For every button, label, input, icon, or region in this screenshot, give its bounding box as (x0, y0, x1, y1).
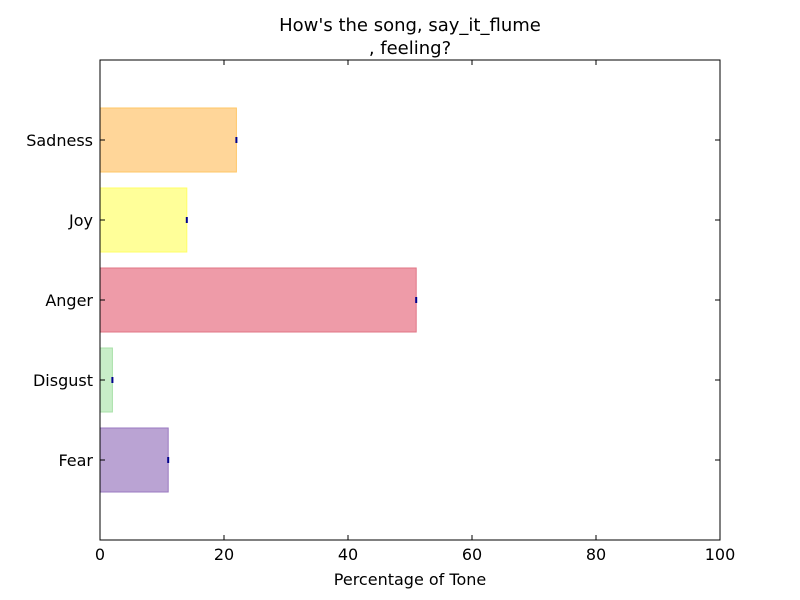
bars (99, 107, 418, 493)
x-tick-label-0: 0 (95, 545, 105, 564)
y-tick-label-disgust: Disgust (33, 371, 93, 390)
x-tick-label-60: 60 (462, 545, 482, 564)
x-tick-label-100: 100 (705, 545, 736, 564)
y-tick-label-joy: Joy (68, 211, 93, 230)
bar-joy (99, 187, 188, 253)
bar-sadness (99, 107, 237, 173)
x-tick-label-40: 40 (338, 545, 358, 564)
y-tick-label-fear: Fear (58, 451, 93, 470)
bar-fear (99, 427, 169, 493)
y-tick-label-sadness: Sadness (26, 131, 93, 150)
x-tick-label-20: 20 (214, 545, 234, 564)
chart-title-line-2: , feeling? (369, 38, 451, 59)
ticks: Sadness Joy Anger Disgust Fear 0 20 40 60 80 100 (26, 60, 735, 564)
x-tick-label-80: 80 (586, 545, 606, 564)
y-tick-label-anger: Anger (45, 291, 93, 310)
x-axis-label: Percentage of Tone (334, 570, 486, 589)
bar-anger (99, 267, 417, 333)
chart-title-line-1: How's the song, say_it_flume (279, 15, 541, 36)
